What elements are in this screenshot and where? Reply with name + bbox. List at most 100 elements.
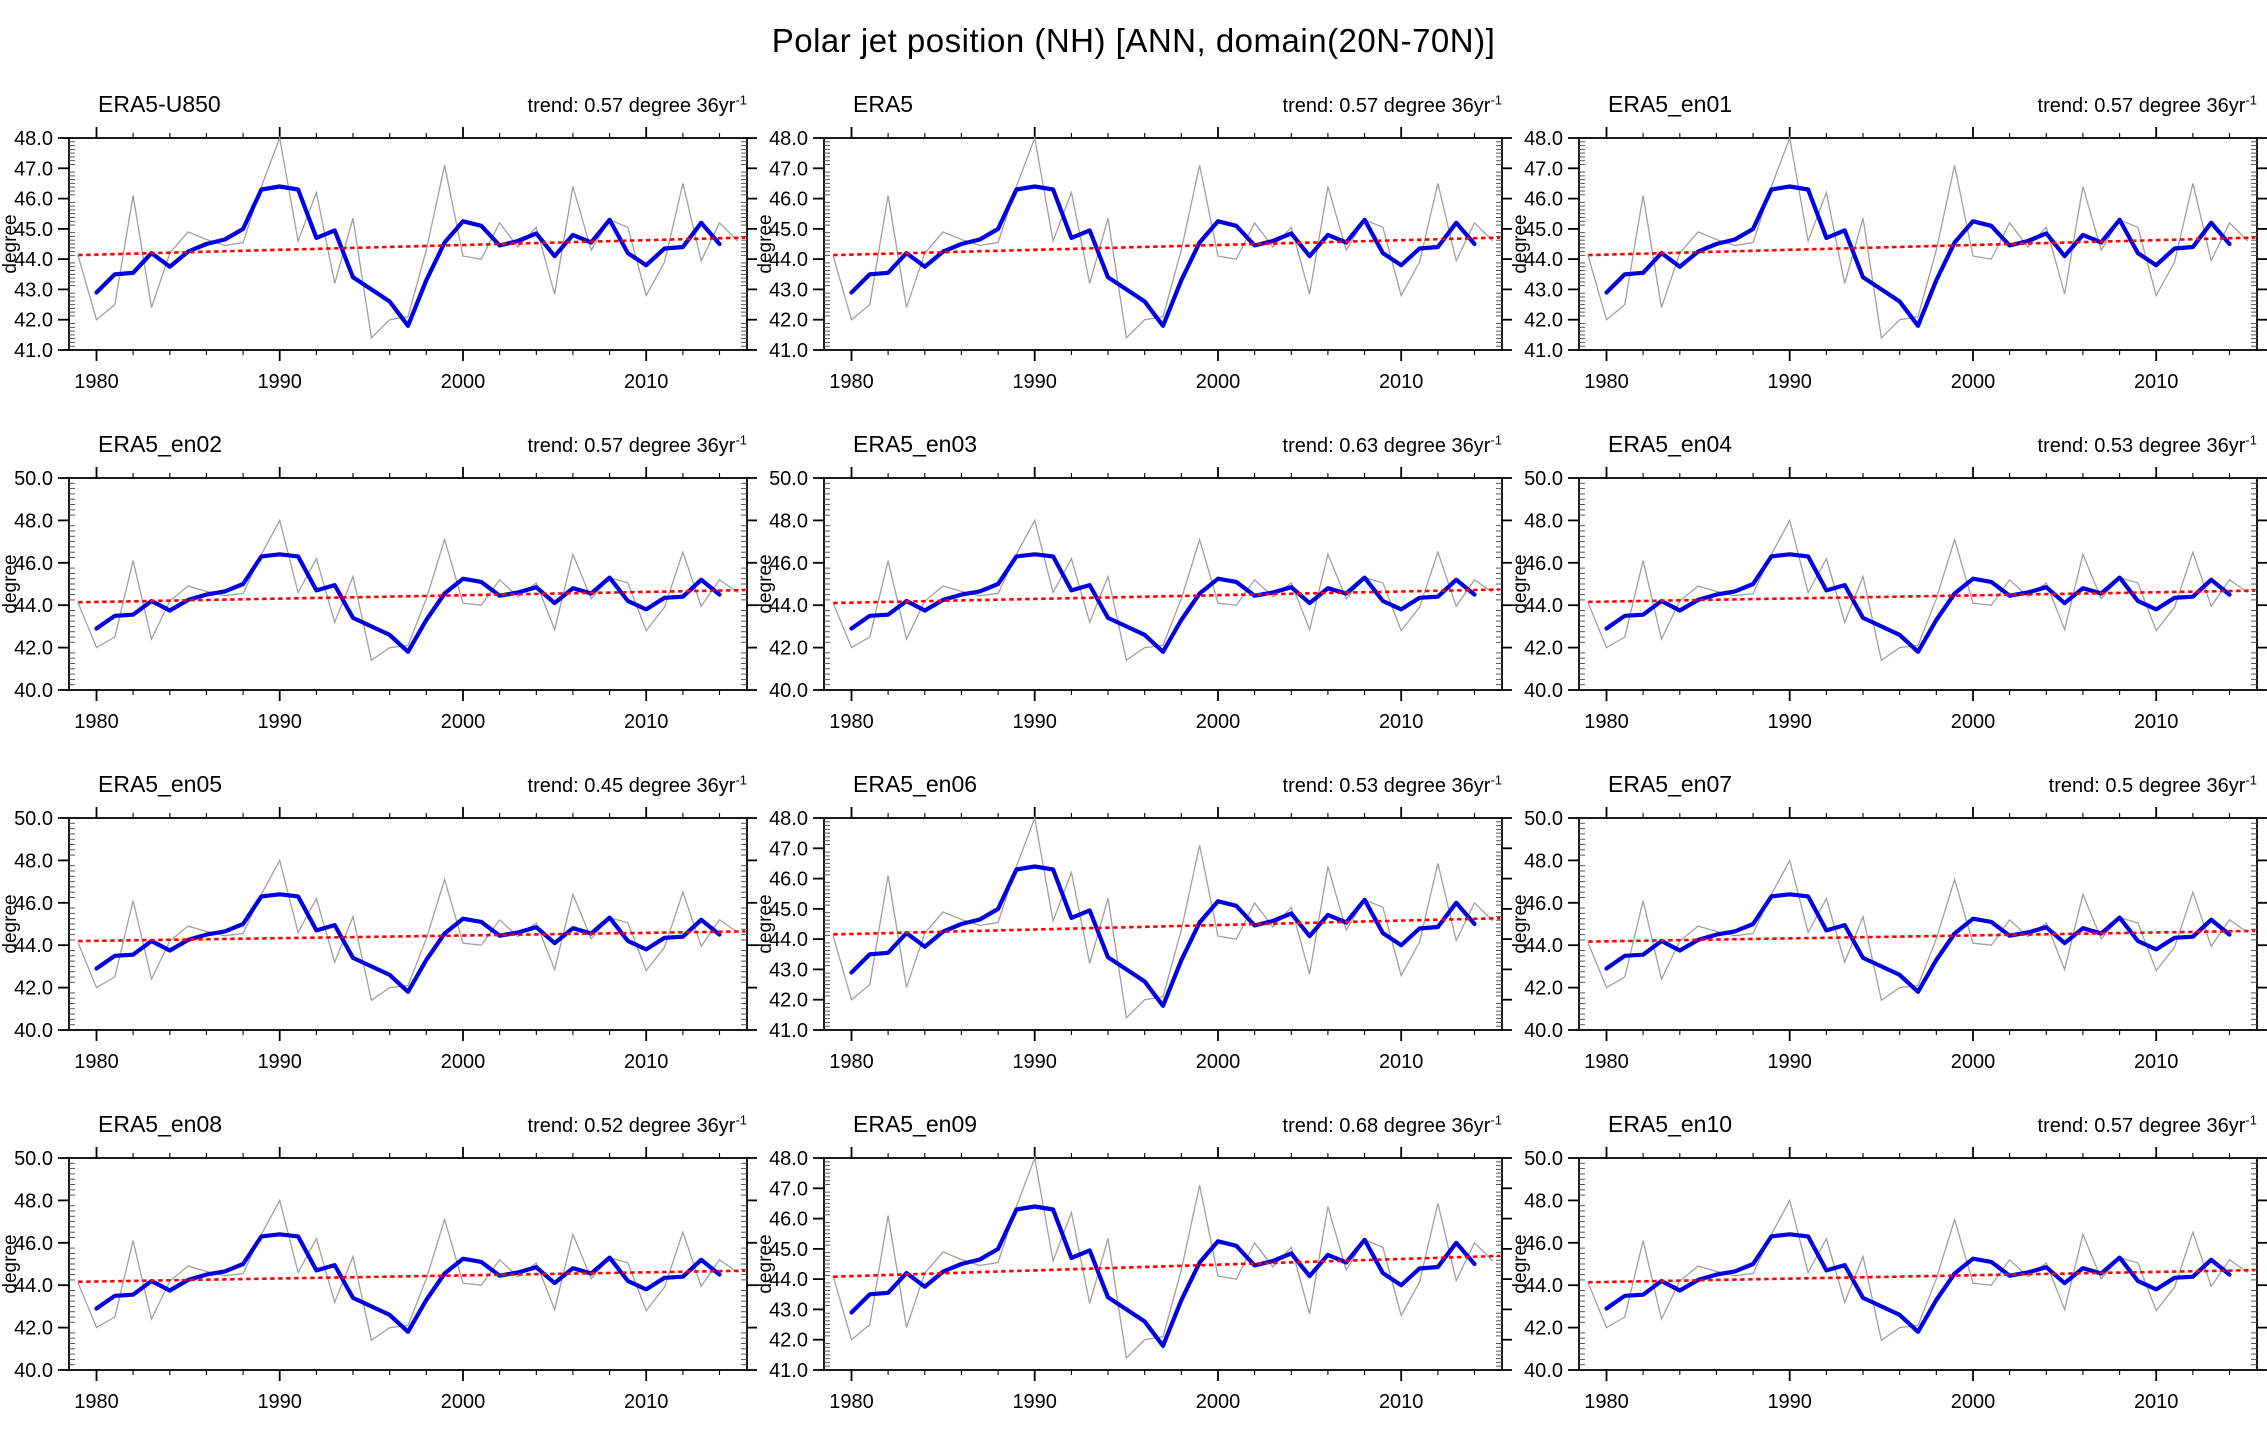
axes [1568,127,2267,361]
x-tick-label: 1980 [829,1391,874,1413]
smoothed-series-line [1604,892,2232,994]
x-tick-label: 1990 [1012,711,1056,733]
axes [1568,807,2267,1041]
x-tick-label: 1990 [257,711,302,733]
x-tick-label: 2010 [2134,1051,2179,1073]
y-tick-label: 42.0 [14,310,53,332]
x-tick-label: 2000 [1196,1391,1241,1413]
plot-era5-en01: degree 41.0 42.0 43.0 44.0 45.0 46.0 47.0 48.0 19… [1512,127,2267,393]
axes [58,1147,757,1381]
trend-annotation: trend: 0.53 degree 36yr-1 [1282,773,1502,798]
trend-text: trend: 0.52 degree 36yr [527,1115,736,1137]
smoothed-series-line [94,1232,722,1334]
y-tick-label: 42.0 [769,310,808,332]
y-axis-label: degree [757,894,776,953]
y-tick-label: 44.0 [769,249,808,271]
plot-era5-u850: degree 41.0 42.0 43.0 44.0 45.0 46.0 47.0 48.0 19… [2,127,757,393]
y-tick-label: 40.0 [769,680,808,702]
y-tick-label: 45.0 [769,899,808,921]
panel-era5-en04: ERA5_en04 trend: 0.53 degree 36yr-1 degree… [1512,410,2267,750]
y-tick-label: 48.0 [1524,850,1563,872]
y-tick-label: 44.0 [14,249,53,271]
y-tick-label: 46.0 [1524,189,1563,211]
annual-series-line [832,815,1494,1020]
x-tick-label: 1980 [74,371,119,393]
plot-era5: degree 41.0 42.0 43.0 44.0 45.0 46.0 47.0 48.0 19… [757,127,1512,393]
x-tick-label: 1980 [1584,1051,1629,1073]
axes [1568,467,2267,701]
y-axis-label: degree [2,894,21,953]
y-tick-label: 44.0 [769,595,808,617]
smoothed-series-line [849,864,1477,1008]
y-tick-label: 42.0 [1524,1318,1563,1340]
axes [813,467,1512,701]
panel-title: ERA5-U850 [98,91,221,117]
smoothed-series-line [849,1204,1477,1348]
y-tick-label: 48.0 [14,510,53,532]
trend-dashed-line [833,916,1501,936]
trend-exponent: -1 [2245,772,2257,788]
axes [58,127,757,361]
y-tick-label: 50.0 [1524,808,1563,830]
y-tick-label: 43.0 [769,1299,808,1321]
y-tick-label: 50.0 [1524,468,1563,490]
annual-series-line [77,1198,739,1342]
y-tick-label: 47.0 [769,158,808,180]
x-tick-label: 2000 [1951,1391,1996,1413]
trend-text: trend: 0.57 degree 36yr [527,95,736,117]
y-tick-label: 47.0 [769,838,808,860]
y-tick-label: 48.0 [14,128,53,150]
annual-series-line [832,518,1494,662]
y-tick-label: 43.0 [14,279,53,301]
plot-era5-en04: degree 40.0 42.0 44.0 46.0 48.0 50.0 1980 1990 20… [1512,467,2267,733]
y-axis-label: degree [2,554,21,613]
annual-series-line [77,518,739,662]
y-axis-label: degree [1512,894,1531,953]
y-tick-label: 40.0 [1524,1020,1563,1042]
y-tick-label: 48.0 [14,850,53,872]
y-tick-label: 48.0 [1524,128,1563,150]
trend-text: trend: 0.5 degree 36yr [2048,775,2246,797]
panel-header: ERA5_en08 trend: 0.52 degree 36yr-1 [2,1090,757,1142]
trend-annotation: trend: 0.52 degree 36yr-1 [527,1113,747,1138]
trend-text: trend: 0.57 degree 36yr [2037,95,2246,117]
smoothed-series-line [849,552,1477,654]
trend-exponent: -1 [2245,432,2257,448]
x-tick-label: 1980 [829,711,874,733]
y-tick-label: 45.0 [1524,219,1563,241]
panel-era5-u850: ERA5-U850 trend: 0.57 degree 36yr-1 degree… [2,70,757,410]
trend-exponent: -1 [735,92,747,108]
trend-exponent: -1 [2245,92,2257,108]
smoothed-series-line [94,892,722,994]
panel-header: ERA5_en05 trend: 0.45 degree 36yr-1 [2,750,757,802]
y-tick-label: 43.0 [769,279,808,301]
x-tick-label: 2000 [1951,711,1996,733]
plot-era5-en10: degree 40.0 42.0 44.0 46.0 48.0 50.0 1980 1990 20… [1512,1147,2267,1413]
y-tick-label: 46.0 [769,1209,808,1231]
y-tick-label: 46.0 [14,1233,53,1255]
y-tick-label: 44.0 [14,935,53,957]
trend-text: trend: 0.45 degree 36yr [527,775,736,797]
y-tick-label: 44.0 [769,1269,808,1291]
x-tick-label: 1980 [829,371,874,393]
x-tick-label: 2010 [1379,711,1424,733]
trend-text: trend: 0.53 degree 36yr [1282,775,1491,797]
y-tick-label: 40.0 [14,1020,53,1042]
y-tick-label: 42.0 [1524,310,1563,332]
trend-dashed-line [78,236,746,257]
panel-title: ERA5_en01 [1608,91,1733,117]
y-tick-label: 42.0 [769,990,808,1012]
x-tick-label: 2010 [1379,1391,1424,1413]
y-tick-label: 50.0 [14,468,53,490]
x-tick-label: 2010 [2134,711,2179,733]
x-tick-label: 1980 [74,711,119,733]
trend-text: trend: 0.68 degree 36yr [1282,1115,1491,1137]
y-tick-label: 45.0 [769,1239,808,1261]
trend-dashed-line [1588,929,2256,943]
y-tick-label: 42.0 [769,638,808,660]
x-tick-label: 2000 [1196,711,1241,733]
y-tick-label: 45.0 [14,219,53,241]
trend-annotation: trend: 0.57 degree 36yr-1 [2038,1113,2257,1138]
plot-era5-en08: degree 40.0 42.0 44.0 46.0 48.0 50.0 1980 1990 20… [2,1147,757,1413]
x-tick-label: 1990 [1767,711,1812,733]
